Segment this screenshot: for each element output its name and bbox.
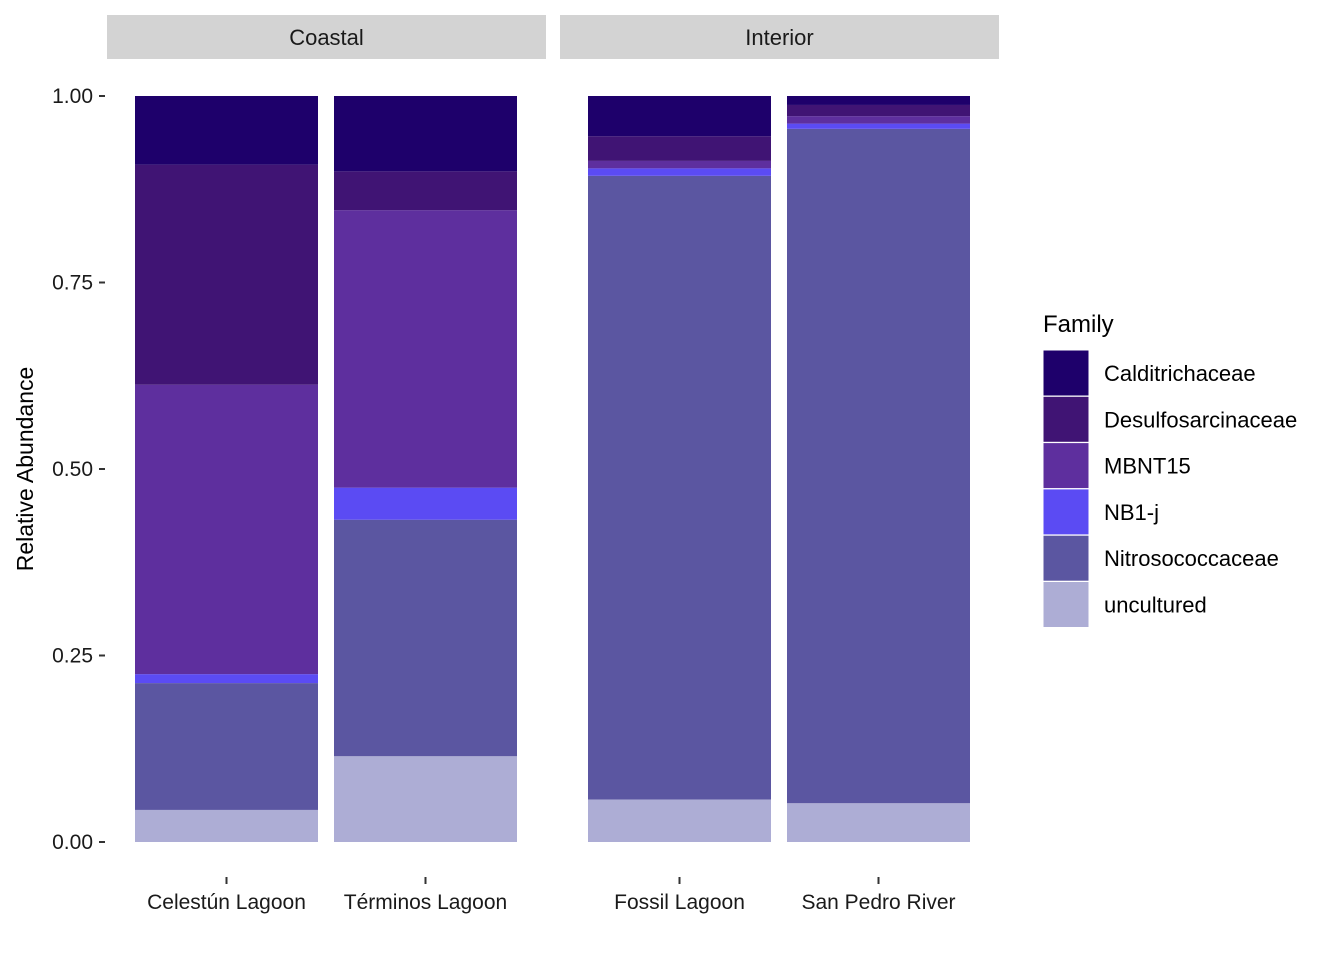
y-tick-label: 0.50 [52,458,93,481]
bar-segment-desulfosarcinaceae [135,164,318,385]
bar-segment-mbnt15 [787,116,970,124]
bar-segment-uncultured [787,803,970,842]
bar-segment-nb1-j [334,487,517,520]
legend-key-mbnt15 [1042,442,1090,490]
legend-label: uncultured [1104,593,1207,618]
x-tick-label: Fossil Lagoon [614,891,745,914]
legend-label: Calditrichaceae [1104,361,1256,386]
bar-segment-uncultured [334,756,517,842]
bar-segment-mbnt15 [334,210,517,488]
bar-segment-uncultured [135,809,318,842]
legend-key-uncultured [1042,581,1090,628]
legend-label: NB1-j [1104,500,1159,525]
y-tick-label: 0.00 [52,831,93,854]
bar-segment-nb1-j [787,123,970,129]
bar-segment-mbnt15 [135,384,318,675]
facet-strip-coastal [107,15,546,59]
bar-segment-nitrosococcaceae [334,519,517,757]
legend-key-calditrichaceae [1042,349,1090,397]
bar-segment-nitrosococcaceae [588,175,771,800]
legend-label: MBNT15 [1104,454,1191,479]
legend-label: Nitrosococcaceae [1104,546,1279,571]
legend-key-nitrosococcaceae [1042,534,1090,582]
y-tick-label: 0.25 [52,645,93,668]
x-tick-label: Celestún Lagoon [147,891,306,914]
bar-segment-nb1-j [135,674,318,684]
bar-segment-nitrosococcaceae [787,128,970,804]
y-axis-title: Relative Abundance [12,367,38,572]
bar-segment-desulfosarcinaceae [787,104,970,117]
bar-segment-desulfosarcinaceae [334,171,517,211]
bar-segment-calditrichaceae [787,96,970,105]
legend-title: Family [1043,311,1114,338]
bar-segment-nb1-j [588,168,771,176]
legend-key-nb1-j [1042,488,1090,536]
x-tick-label: San Pedro River [801,891,955,914]
bar-segment-nitrosococcaceae [135,683,318,810]
bar-segment-calditrichaceae [334,96,517,172]
bar-segment-mbnt15 [588,160,771,169]
bar-segment-calditrichaceae [135,96,318,165]
y-tick-label: 0.75 [52,272,93,295]
y-tick-label: 1.00 [52,85,93,108]
bar-segment-uncultured [588,799,771,842]
facet-label: Interior [745,25,813,50]
legend-label: Desulfosarcinaceae [1104,407,1297,432]
facet-strip-interior [560,15,999,59]
bar-segment-calditrichaceae [588,96,771,137]
bar-segment-desulfosarcinaceae [588,136,771,161]
x-tick-label: Términos Lagoon [344,891,507,914]
facet-label: Coastal [289,25,364,50]
legend-key-desulfosarcinaceae [1042,395,1090,443]
